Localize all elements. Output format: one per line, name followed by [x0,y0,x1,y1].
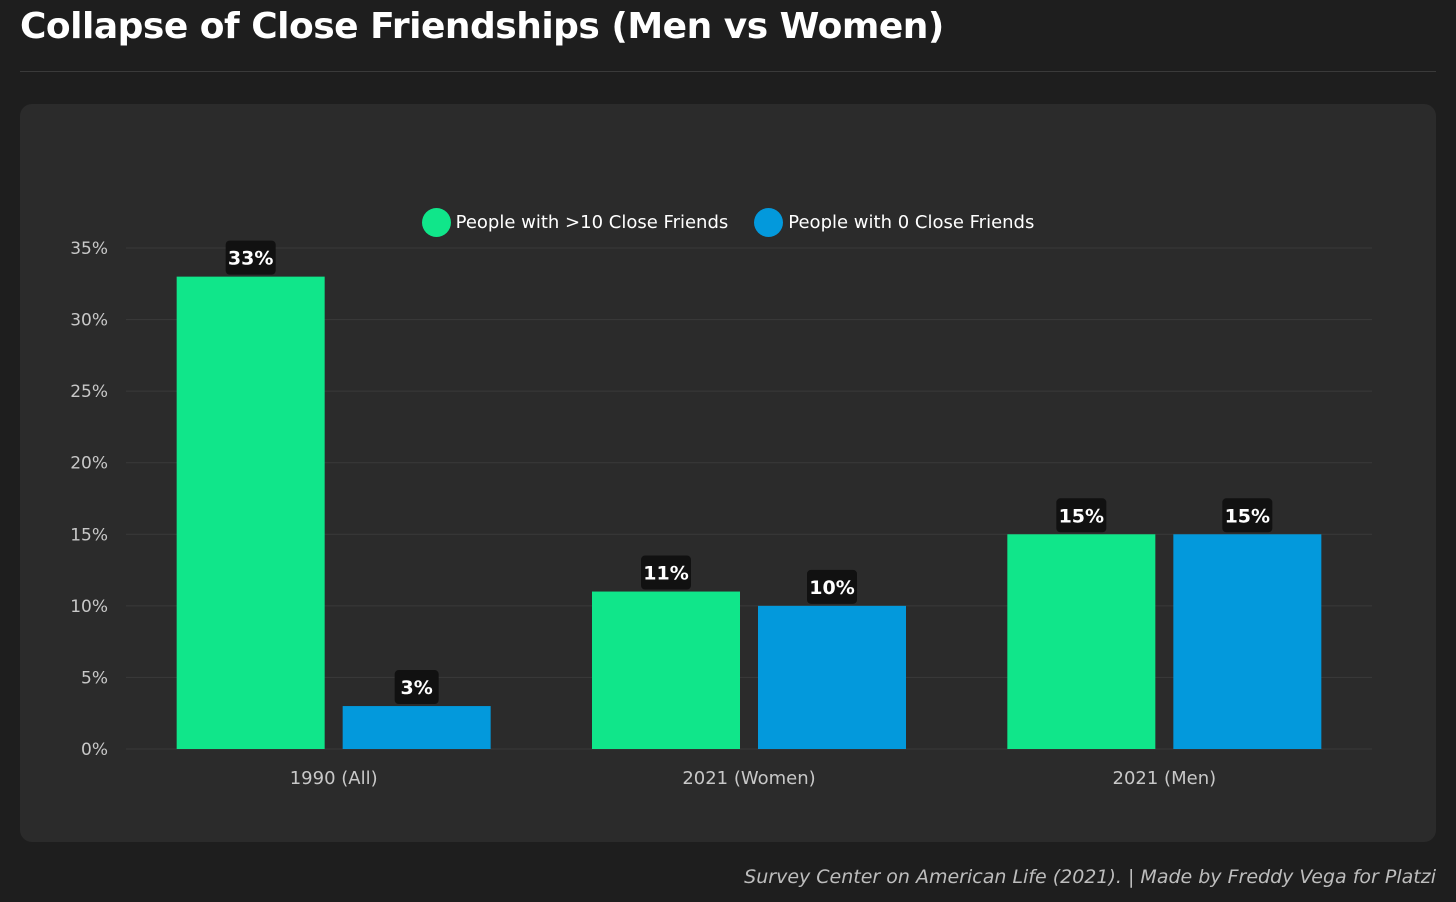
y-tick-label: 10% [70,597,108,617]
y-tick-label: 20% [70,454,108,474]
y-tick-label: 25% [70,382,108,402]
value-label-box [1222,498,1273,533]
value-label-box [394,670,439,705]
y-tick-label: 30% [70,311,108,331]
source-note: Survey Center on American Life (2021). |… [744,866,1436,888]
bar-blue[interactable] [758,605,906,749]
x-tick-label: 2021 (Women) [682,768,815,789]
y-tick-label: 15% [70,525,108,545]
bar-blue[interactable] [342,706,491,749]
chart-legend: People with >10 Close Friends People wit… [20,208,1436,237]
value-label-box [225,240,276,275]
value-label: 15% [1225,505,1270,527]
bar-blue[interactable] [1173,534,1322,749]
page-title: Collapse of Close Friendships (Men vs Wo… [20,6,944,47]
value-label-box [641,555,691,590]
legend-swatch-green [421,208,451,237]
bar-green[interactable] [1007,534,1156,749]
legend-swatch-blue [754,208,784,237]
y-tick-label: 0% [81,740,108,760]
legend-label: People with >10 Close Friends [455,212,729,233]
x-tick-label: 1990 (All) [290,768,378,789]
value-label-box [1056,498,1107,533]
bars [176,276,1322,749]
chart-card: People with >10 Close Friends People wit… [20,104,1436,842]
grid-lines [126,247,1372,750]
legend-item-green[interactable]: People with >10 Close Friends [421,208,729,237]
value-label: 11% [643,563,688,585]
bar-green[interactable] [176,276,325,749]
title-divider [20,71,1436,72]
value-labels: 33% 3% 11% 10% 15% 15% [225,240,1273,705]
value-label-box [807,569,857,604]
bar-chart: 0% 5% 10% 15% 20% 25% 30% 35% 33% 3% 11% 10% 15% 15%… [70,239,1372,789]
legend-label: People with 0 Close Friends [788,212,1035,233]
value-label: 3% [401,677,433,699]
x-tick-label: 2021 (Men) [1113,768,1217,789]
y-tick-label: 5% [81,668,108,688]
y-tick-label: 35% [70,239,108,259]
y-axis-ticks: 0% 5% 10% 15% 20% 25% 30% 35% [70,239,108,760]
value-label: 15% [1059,505,1104,527]
legend-item-blue[interactable]: People with 0 Close Friends [754,208,1034,237]
x-axis-ticks: 1990 (All) 2021 (Women) 2021 (Men) [290,768,1216,789]
value-label: 33% [228,248,273,270]
value-label: 10% [809,577,854,599]
bar-green[interactable] [592,591,740,749]
